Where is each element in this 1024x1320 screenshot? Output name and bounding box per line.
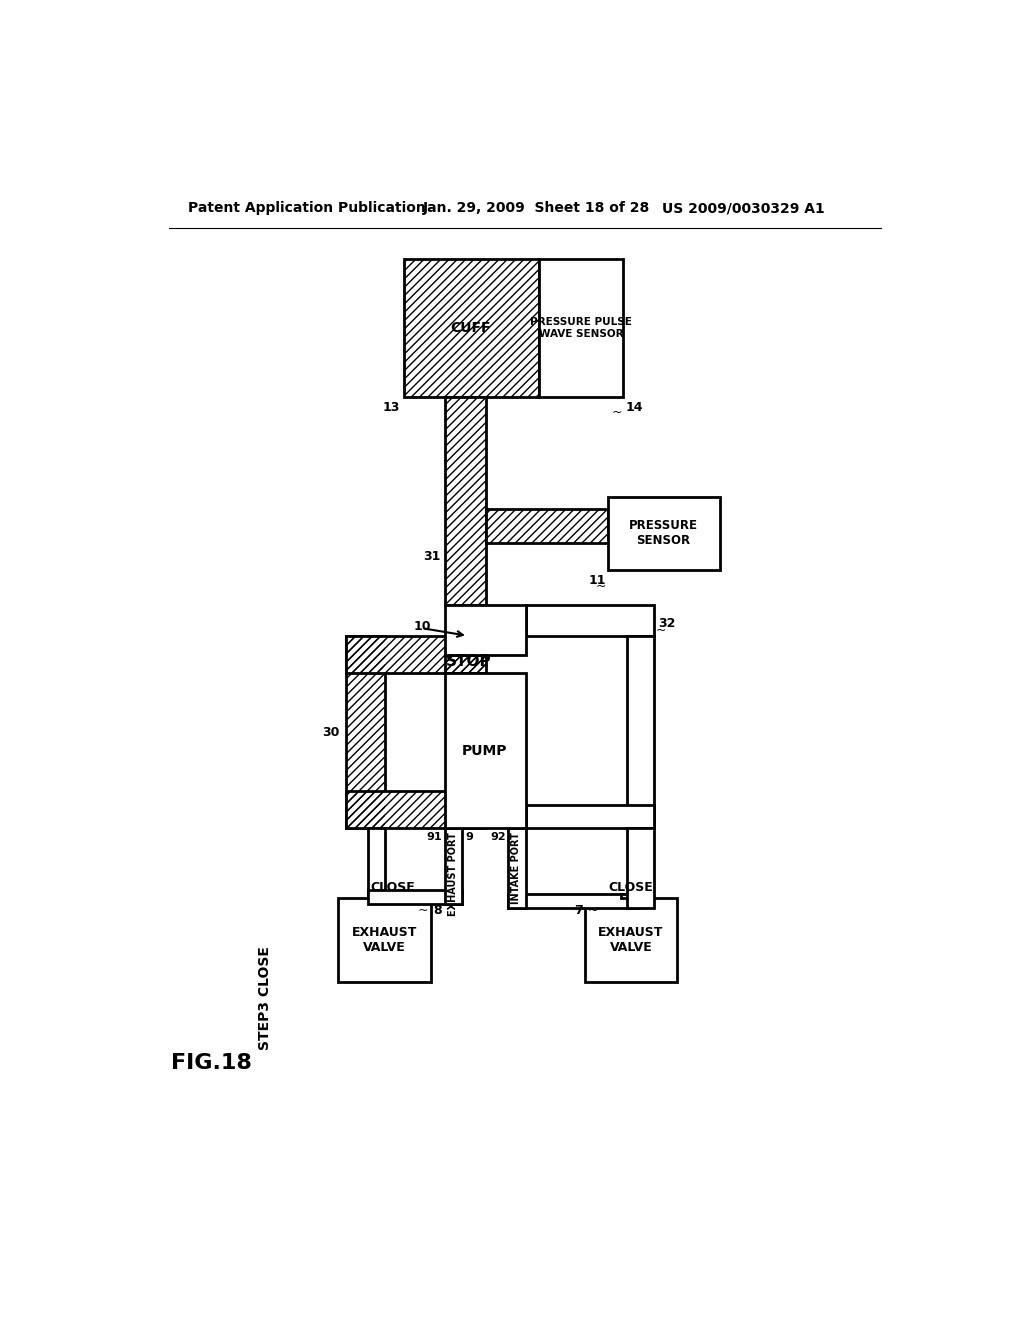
Bar	[339, 898, 431, 982]
Text: EXHAUST
VALVE: EXHAUST VALVE	[352, 925, 418, 954]
Text: US 2009/0030329 A1: US 2009/0030329 A1	[662, 202, 824, 215]
Text: ~: ~	[587, 904, 598, 917]
Bar	[539, 259, 624, 397]
Bar	[444, 655, 486, 673]
Text: 30: 30	[323, 726, 340, 739]
Text: Patent Application Publication: Patent Application Publication	[188, 202, 426, 215]
Text: 92: 92	[489, 832, 506, 842]
Bar	[444, 673, 525, 829]
Text: ~: ~	[418, 904, 428, 917]
Text: EXHAUST PORT: EXHAUST PORT	[449, 832, 458, 916]
Bar	[508, 829, 525, 908]
Text: 8: 8	[433, 904, 441, 917]
Text: EXHAUST
VALVE: EXHAUST VALVE	[598, 925, 664, 954]
Text: 13: 13	[383, 401, 400, 414]
Text: 10: 10	[414, 620, 431, 634]
Bar	[444, 397, 486, 605]
Bar	[346, 636, 385, 829]
Text: 7: 7	[573, 904, 583, 917]
Bar	[346, 636, 484, 673]
Text: 32: 32	[658, 616, 676, 630]
Bar	[368, 890, 462, 904]
Text: 91: 91	[427, 832, 442, 842]
Text: PRESSURE
SENSOR: PRESSURE SENSOR	[629, 519, 698, 548]
Text: PUMP: PUMP	[462, 743, 508, 758]
Bar	[486, 508, 608, 544]
Text: 11: 11	[588, 574, 605, 587]
Bar	[403, 259, 539, 397]
Text: Jan. 29, 2009  Sheet 18 of 28: Jan. 29, 2009 Sheet 18 of 28	[423, 202, 650, 215]
Bar	[444, 829, 462, 904]
Text: STOP: STOP	[446, 653, 492, 669]
Text: 9: 9	[466, 832, 473, 842]
Bar	[628, 636, 654, 829]
Bar	[444, 605, 525, 655]
Text: CUFF: CUFF	[451, 321, 492, 335]
Bar	[525, 605, 654, 636]
Bar	[444, 655, 486, 673]
Text: 31: 31	[424, 549, 441, 562]
Text: CLOSE: CLOSE	[608, 880, 653, 894]
Bar	[525, 805, 654, 829]
Bar	[403, 259, 539, 397]
Bar	[444, 397, 486, 605]
Bar	[621, 894, 639, 898]
Text: 14: 14	[626, 401, 643, 414]
Text: INTAKE PORT: INTAKE PORT	[511, 832, 521, 904]
Text: STEP3 CLOSE: STEP3 CLOSE	[258, 945, 272, 1049]
Text: ~: ~	[595, 579, 605, 593]
Bar	[486, 508, 608, 544]
Text: CLOSE: CLOSE	[370, 880, 415, 894]
Bar	[346, 636, 385, 829]
Bar	[508, 894, 639, 908]
Bar	[346, 636, 484, 673]
Text: ~: ~	[655, 624, 667, 638]
Bar	[585, 898, 677, 982]
Text: ~: ~	[612, 407, 623, 420]
Bar	[368, 829, 385, 902]
Bar	[346, 792, 484, 829]
Bar	[628, 829, 654, 908]
Bar	[608, 498, 720, 570]
Bar	[346, 792, 484, 829]
Text: FIG.18: FIG.18	[171, 1053, 252, 1073]
Text: PRESSURE PULSE
WAVE SENSOR: PRESSURE PULSE WAVE SENSOR	[530, 317, 632, 339]
